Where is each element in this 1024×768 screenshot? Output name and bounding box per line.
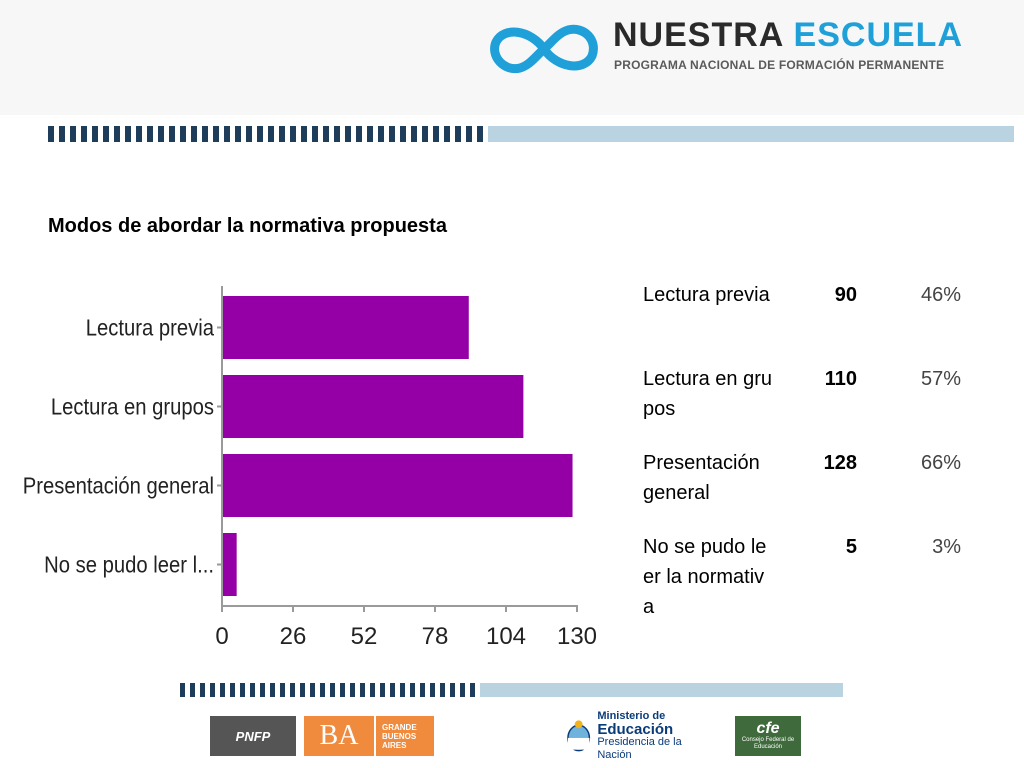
category-label: Lectura previa [86,314,215,341]
brand-title-part2: ESCUELA [793,16,963,54]
row-percent: 57% [920,368,961,390]
x-tick-label: 26 [280,623,307,650]
pnfp-text: PNFP [235,728,271,744]
decorative-stripe-bottom [180,683,843,697]
header-band: NUESTRA ESCUELA PROGRAMA NACIONAL DE FOR… [0,0,1024,115]
ba-text: BA [319,720,359,751]
row-percent: 3% [932,536,961,558]
row-count: 90 [834,284,857,306]
row-label: Lectura previa [643,284,770,306]
ministerio-line3: Presidencia de la Nación [597,736,682,761]
slide-title: Modos de abordar la normativa propuesta [48,215,447,237]
x-tick-label: 78 [422,623,449,650]
decorative-stripe-top [48,126,1014,142]
gba-line: AIRES [382,740,407,750]
cfe-logo: cfe Consejo Federal de Educación [735,716,801,756]
x-tick-label: 0 [215,623,228,650]
row-percent: 66% [920,452,961,474]
data-table: Lectura previa 90 46% Lectura en grupos … [643,280,973,618]
x-tick-label: 52 [351,623,378,650]
cfe-subtext: Consejo Federal de Educación [741,737,795,750]
x-tick-label: 104 [486,623,526,650]
gba-line: GRANDE [382,722,417,732]
category-label: No se pudo leer l... [44,551,214,578]
row-label: Lectura en grupos [643,368,772,420]
category-label: Presentación general [23,472,214,499]
ministerio-line2: Educación [597,721,674,738]
row-percent: 46% [920,284,961,306]
brand-subtitle: PROGRAMA NACIONAL DE FORMACIÓN PERMANENT… [614,58,945,72]
gba-line: BUENOS [382,731,417,741]
row-label: No se pudo leer la normativa [643,536,767,618]
escudo-icon [567,720,591,752]
category-label: Lectura en grupos [51,393,214,420]
footer-band [0,700,1024,768]
row-count: 128 [823,452,857,474]
row-count: 110 [824,368,857,390]
grande-buenos-aires-logo: GRANDE BUENOS AIRES [376,716,434,756]
row-label: Presentación general [643,452,760,504]
brand-title: NUESTRA ESCUELA [613,16,963,55]
bar [223,533,237,596]
bar-chart: Lectura previa Lectura en grupos Presentac… [23,286,597,650]
bar [223,375,524,438]
ministerio-line1: Ministerio de [597,710,666,722]
cfe-text: cfe [756,720,780,737]
table-row: Lectura previa 90 46% [643,280,973,364]
ba-logo: BA [304,716,374,756]
table-row: No se pudo leer la normativa 5 3% [643,532,973,618]
table-row: Lectura en grupos 110 57% [643,364,973,448]
ministerio-logo: Ministerio de Educación Presidencia de l… [566,710,716,761]
x-tick-label: 130 [557,623,597,650]
infinity-logo-icon [490,24,598,74]
bar [223,454,573,517]
row-count: 5 [845,536,857,558]
bar [223,296,469,359]
table-row: Presentación general 128 66% [643,448,973,532]
pnfp-logo: PNFP [210,716,296,756]
brand-title-part1: NUESTRA [613,16,784,54]
